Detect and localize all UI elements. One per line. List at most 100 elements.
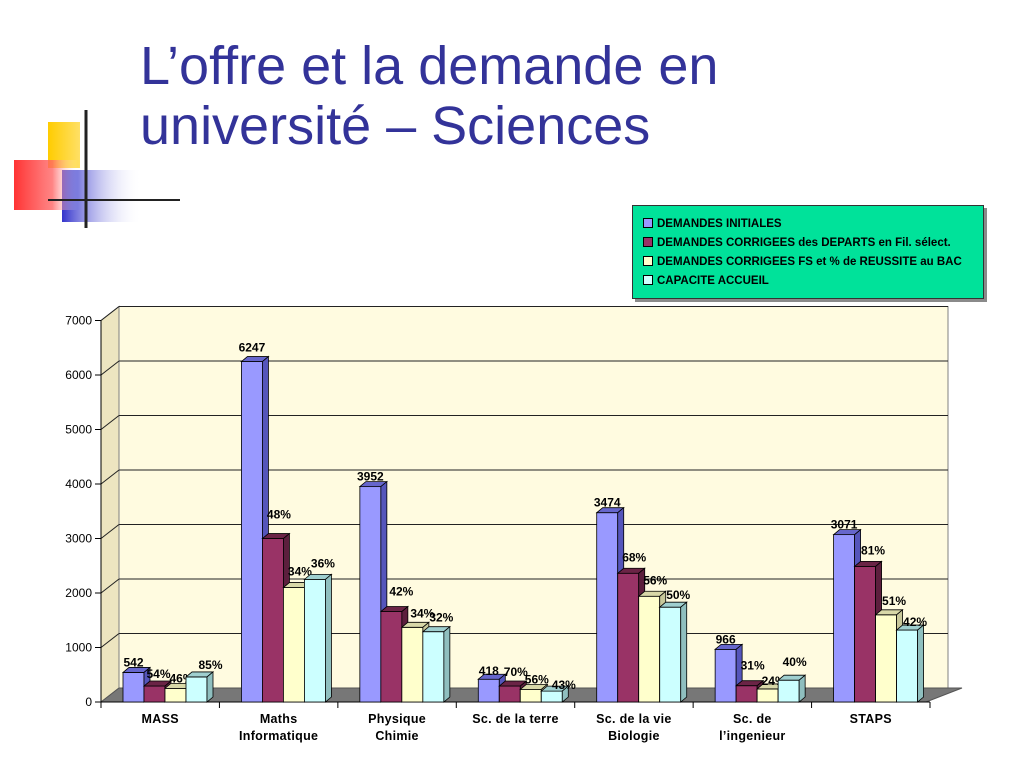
legend-label: DEMANDES INITIALES — [657, 218, 782, 230]
data-label: 85% — [198, 658, 222, 672]
bar — [777, 679, 800, 703]
bar — [477, 678, 500, 703]
bar — [262, 538, 284, 703]
bar — [735, 685, 758, 703]
legend-item: DEMANDES CORRIGEES FS et % de REUSSITE a… — [643, 256, 962, 268]
data-label: 43% — [552, 678, 576, 692]
gridline-side — [100, 415, 120, 430]
bar-side — [680, 601, 688, 703]
bar — [617, 572, 640, 703]
bar-side — [443, 625, 451, 703]
plot-side-wall — [100, 305, 120, 704]
gridline-side — [100, 524, 120, 539]
data-label: 56% — [643, 573, 667, 587]
bar — [540, 690, 563, 703]
bar — [896, 629, 918, 703]
slide-title-line-2: université – Sciences — [140, 96, 651, 156]
data-label: 3952 — [357, 470, 384, 484]
bar — [283, 587, 305, 703]
bar — [875, 614, 897, 703]
data-label: 68% — [622, 550, 646, 564]
bar — [241, 361, 263, 703]
bar — [164, 687, 187, 703]
bar — [359, 486, 382, 703]
legend-item: CAPACITE ACCUEIL — [643, 275, 769, 287]
gridline-side — [100, 469, 120, 485]
bar — [143, 685, 166, 703]
bar — [122, 672, 145, 703]
data-label: 81% — [861, 543, 885, 557]
data-label: 48% — [267, 508, 291, 522]
bar-side — [917, 624, 924, 703]
slide-title: L’offre et la demande en université – Sc… — [140, 36, 1000, 156]
bar-side — [561, 685, 569, 703]
data-label: 51% — [882, 594, 906, 608]
legend-swatch — [643, 256, 653, 266]
bar — [714, 648, 737, 703]
gridline-side — [100, 578, 120, 594]
data-label: 42% — [389, 585, 413, 599]
legend-swatch — [643, 275, 653, 285]
data-label: 3071 — [831, 518, 858, 532]
gridline-side — [100, 633, 120, 648]
legend-swatch — [643, 237, 653, 247]
data-label: 6247 — [239, 341, 266, 355]
gridline-side — [100, 360, 120, 376]
bar — [756, 688, 779, 703]
bar — [638, 595, 661, 703]
x-tick-label: l’ingenieur — [719, 729, 786, 743]
legend-item: DEMANDES CORRIGEES des DEPARTS en Fil. s… — [643, 237, 951, 249]
data-label: 966 — [716, 632, 736, 646]
x-tick-label: Biologie — [608, 729, 660, 743]
bar — [659, 606, 682, 703]
legend-label: DEMANDES CORRIGEES des DEPARTS en Fil. s… — [657, 237, 951, 249]
bar-side — [798, 674, 806, 703]
x-tick-label: MASS — [142, 712, 179, 726]
legend-item: DEMANDES INITIALES — [643, 218, 782, 230]
data-label: 542 — [123, 655, 143, 669]
x-tick-label: STAPS — [850, 712, 892, 726]
y-tick-label: 5000 — [65, 423, 92, 437]
x-tick-label: Physique — [368, 712, 426, 726]
legend-swatch — [643, 218, 653, 228]
x-tick-label: Chimie — [375, 729, 418, 743]
data-label: 36% — [311, 556, 335, 570]
bar — [854, 566, 876, 703]
slide-decoration — [14, 110, 180, 228]
bar — [519, 689, 542, 703]
x-tick-label: Maths — [260, 712, 298, 726]
data-label: 31% — [741, 659, 765, 673]
legend-label: CAPACITE ACCUEIL — [657, 275, 769, 287]
legend-label: DEMANDES CORRIGEES FS et % de REUSSITE a… — [657, 256, 962, 268]
data-label: 54% — [146, 667, 170, 681]
x-tick-label: Informatique — [239, 729, 318, 743]
data-label: 32% — [429, 611, 453, 625]
bar — [380, 611, 403, 703]
bar — [401, 626, 424, 703]
data-label: 56% — [525, 672, 549, 686]
data-label: 50% — [666, 588, 690, 602]
y-tick-label: 3000 — [65, 532, 92, 546]
x-tick-label: Sc. de la terre — [472, 712, 559, 726]
bar — [596, 512, 619, 703]
bar-side — [325, 573, 332, 703]
bar-side — [206, 671, 214, 703]
bar — [498, 685, 521, 703]
data-label: 418 — [479, 664, 499, 678]
data-label: 42% — [903, 615, 927, 629]
y-tick-label: 4000 — [65, 477, 92, 491]
y-tick-label: 1000 — [65, 641, 92, 655]
y-tick-label: 2000 — [65, 586, 92, 600]
data-label: 34% — [288, 565, 312, 579]
slide-title-line-1: L’offre et la demande en — [140, 36, 719, 96]
bar — [833, 534, 855, 703]
bar — [422, 631, 445, 703]
data-label: 34% — [410, 606, 434, 620]
bar — [185, 676, 208, 703]
data-label: 3474 — [594, 496, 621, 510]
bar — [304, 578, 326, 703]
y-tick-label: 0 — [85, 695, 92, 709]
y-tick-label: 7000 — [65, 314, 92, 328]
gridline-side — [100, 306, 120, 321]
